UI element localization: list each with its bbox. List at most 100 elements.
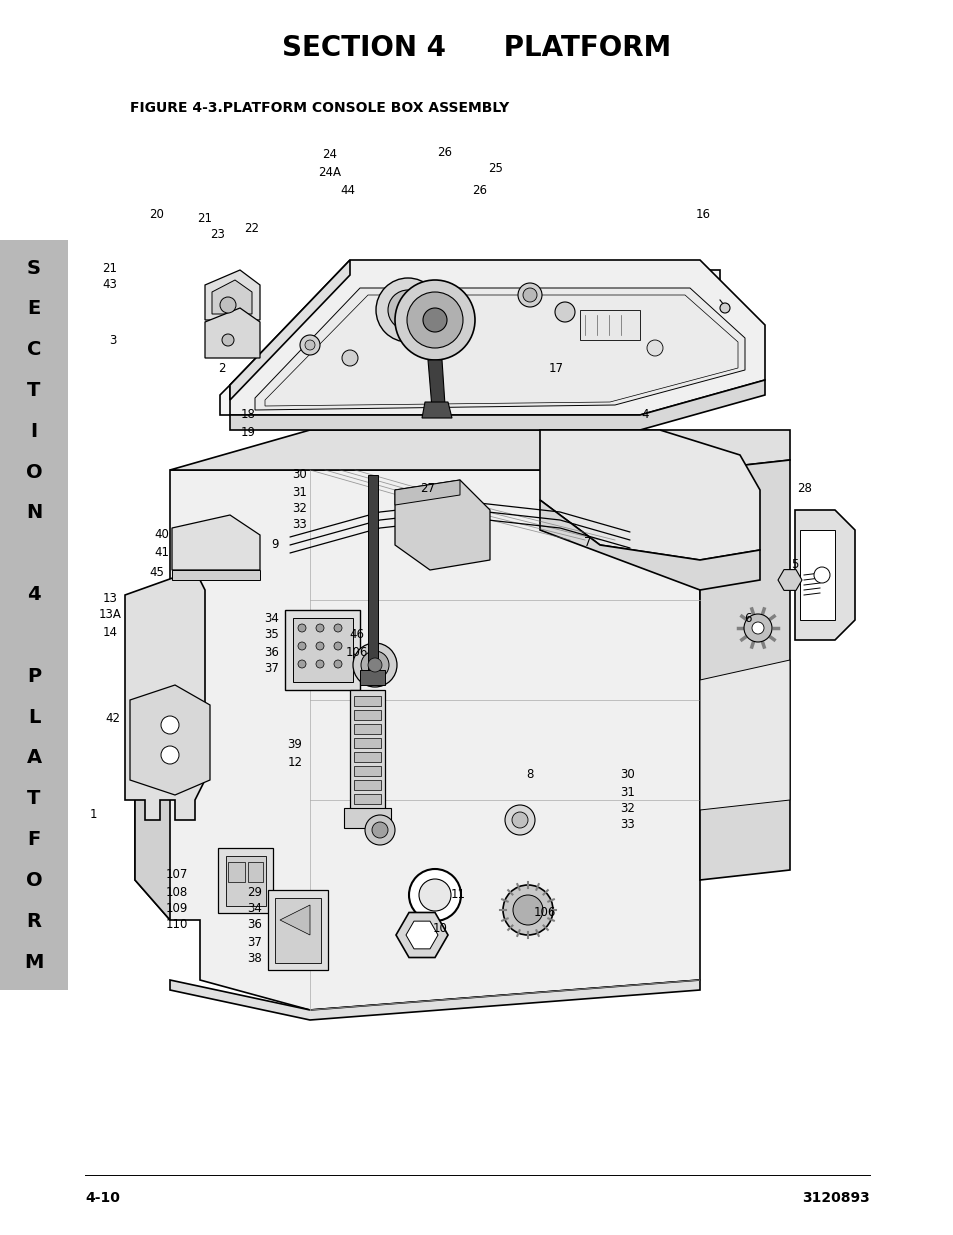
Text: N: N — [26, 504, 42, 522]
Bar — [354, 794, 380, 804]
Text: 20: 20 — [150, 209, 164, 221]
Text: 26: 26 — [472, 184, 487, 196]
Text: 9: 9 — [271, 538, 278, 552]
Bar — [354, 781, 380, 790]
Text: 37: 37 — [264, 662, 279, 674]
Text: 4: 4 — [27, 585, 41, 604]
Polygon shape — [778, 569, 801, 590]
Bar — [359, 671, 385, 685]
Text: 106: 106 — [345, 646, 368, 658]
Text: 4: 4 — [640, 409, 648, 421]
Text: 43: 43 — [103, 279, 117, 291]
Text: 46: 46 — [349, 629, 364, 641]
Text: 12: 12 — [287, 756, 302, 768]
Polygon shape — [700, 659, 789, 810]
Text: 39: 39 — [287, 739, 302, 752]
Polygon shape — [406, 921, 437, 948]
Circle shape — [555, 303, 575, 322]
Text: 24A: 24A — [318, 165, 341, 179]
Circle shape — [158, 734, 172, 747]
Circle shape — [360, 651, 389, 679]
Circle shape — [512, 811, 527, 827]
Polygon shape — [395, 480, 459, 505]
Circle shape — [407, 291, 462, 348]
Polygon shape — [230, 261, 350, 400]
Circle shape — [813, 567, 829, 583]
Text: 40: 40 — [154, 529, 170, 541]
Circle shape — [315, 642, 324, 650]
Text: S: S — [27, 258, 41, 278]
Polygon shape — [205, 308, 260, 358]
Text: 13: 13 — [103, 592, 117, 604]
Text: 21: 21 — [102, 262, 117, 274]
Text: 32: 32 — [619, 802, 635, 815]
Circle shape — [161, 716, 179, 734]
Circle shape — [368, 658, 381, 672]
Circle shape — [161, 746, 179, 764]
Polygon shape — [230, 261, 764, 415]
Text: 23: 23 — [211, 228, 225, 242]
Circle shape — [365, 815, 395, 845]
Text: 110: 110 — [166, 919, 188, 931]
Text: T: T — [28, 789, 41, 808]
Circle shape — [315, 624, 324, 632]
Bar — [350, 690, 385, 810]
Polygon shape — [170, 430, 789, 471]
Text: 36: 36 — [247, 919, 262, 931]
Text: 16: 16 — [695, 209, 710, 221]
Text: 19: 19 — [240, 426, 255, 438]
Text: 7: 7 — [583, 536, 591, 548]
Circle shape — [334, 642, 341, 650]
Text: P: P — [27, 667, 41, 685]
Polygon shape — [130, 685, 210, 795]
Text: 24: 24 — [322, 148, 337, 162]
Bar — [274, 898, 320, 963]
Circle shape — [297, 659, 306, 668]
Text: 29: 29 — [247, 885, 262, 899]
Circle shape — [418, 879, 451, 911]
Circle shape — [158, 693, 172, 706]
Text: 31: 31 — [619, 785, 635, 799]
Circle shape — [517, 283, 541, 308]
Text: 30: 30 — [620, 768, 635, 782]
Bar — [354, 739, 380, 748]
Text: 33: 33 — [293, 519, 307, 531]
Text: 107: 107 — [166, 868, 188, 882]
Bar — [354, 710, 380, 720]
Polygon shape — [395, 480, 490, 571]
Circle shape — [522, 288, 537, 303]
Polygon shape — [125, 571, 205, 820]
Text: 1: 1 — [90, 809, 96, 821]
Polygon shape — [421, 403, 452, 417]
Text: 106: 106 — [534, 905, 556, 919]
Circle shape — [504, 805, 535, 835]
Polygon shape — [539, 500, 760, 590]
Circle shape — [751, 622, 763, 634]
Bar — [0, 240, 68, 990]
Text: 42: 42 — [106, 711, 120, 725]
Text: O: O — [26, 871, 42, 890]
Text: 44: 44 — [340, 184, 355, 196]
Text: 31: 31 — [293, 485, 307, 499]
Text: 41: 41 — [154, 546, 170, 558]
Text: 11: 11 — [450, 888, 465, 902]
Text: O: O — [26, 463, 42, 482]
Circle shape — [334, 659, 341, 668]
Text: 28: 28 — [797, 482, 812, 494]
Circle shape — [305, 340, 314, 350]
Circle shape — [502, 885, 553, 935]
Text: 45: 45 — [150, 566, 164, 578]
Bar — [368, 475, 377, 676]
Text: 21: 21 — [197, 211, 213, 225]
Text: 22: 22 — [244, 221, 259, 235]
Text: A: A — [27, 748, 42, 767]
Circle shape — [334, 624, 341, 632]
Circle shape — [353, 643, 396, 687]
Polygon shape — [135, 471, 700, 1010]
Text: 3: 3 — [110, 333, 116, 347]
Text: 25: 25 — [488, 162, 503, 174]
Text: 32: 32 — [293, 501, 307, 515]
Polygon shape — [135, 680, 170, 920]
Text: 30: 30 — [293, 468, 307, 482]
Text: 38: 38 — [248, 951, 262, 965]
